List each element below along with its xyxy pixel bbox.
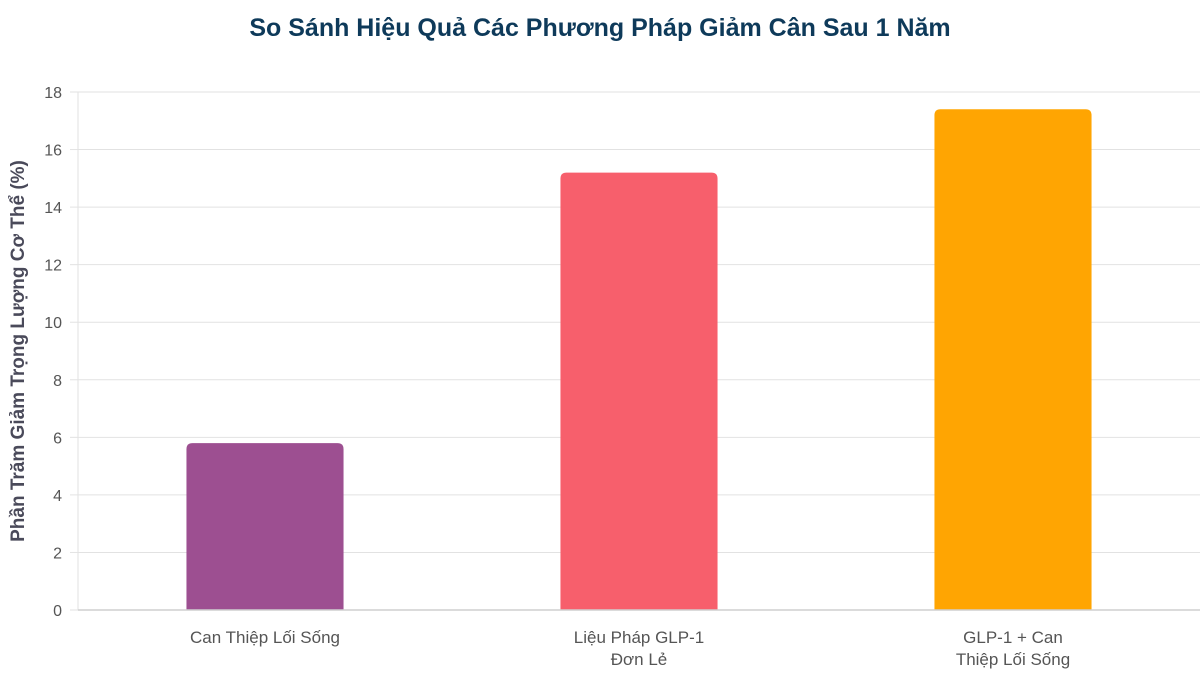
y-tick-label: 16 [44, 143, 62, 160]
x-tick-label-line: Can Thiệp Lối Sống [190, 628, 340, 647]
bars [186, 109, 1092, 611]
x-tick-label: Liệu Pháp GLP-1 Đơn Lẻ [574, 628, 704, 669]
x-tick-label-line: Thiệp Lối Sống [956, 650, 1070, 669]
y-tick-label: 10 [44, 315, 62, 332]
y-tick-label: 4 [53, 488, 62, 505]
labels: 0 2 4 6 8 10 12 14 16 18 Can Thiệp Lối Sống Liệu Ph… [44, 85, 1070, 669]
axes [70, 91, 1200, 611]
y-tick-label: 2 [53, 545, 62, 562]
bar[interactable] [934, 109, 1092, 611]
y-tick-label: 14 [44, 200, 62, 217]
y-tick-label: 6 [53, 430, 62, 447]
x-tick-label-line: GLP-1 + Can [963, 628, 1063, 647]
y-tick-label: 8 [53, 373, 62, 390]
y-tick-label: 12 [44, 258, 62, 275]
y-tick-label: 18 [44, 85, 62, 102]
x-tick-label: Can Thiệp Lối Sống [190, 628, 340, 647]
y-tick-label: 0 [53, 603, 62, 620]
x-tick-label-line: Liệu Pháp GLP-1 [574, 628, 704, 647]
bar[interactable] [560, 172, 718, 611]
y-axis-title: Phần Trăm Giảm Trọng Lượng Cơ Thể (%) [8, 160, 29, 542]
bar[interactable] [186, 443, 344, 610]
chart-title: So Sánh Hiệu Quả Các Phương Pháp Giảm Câ… [249, 14, 951, 42]
x-tick-label-line: Đơn Lẻ [611, 650, 668, 669]
x-tick-label: GLP-1 + Can Thiệp Lối Sống [956, 628, 1070, 669]
